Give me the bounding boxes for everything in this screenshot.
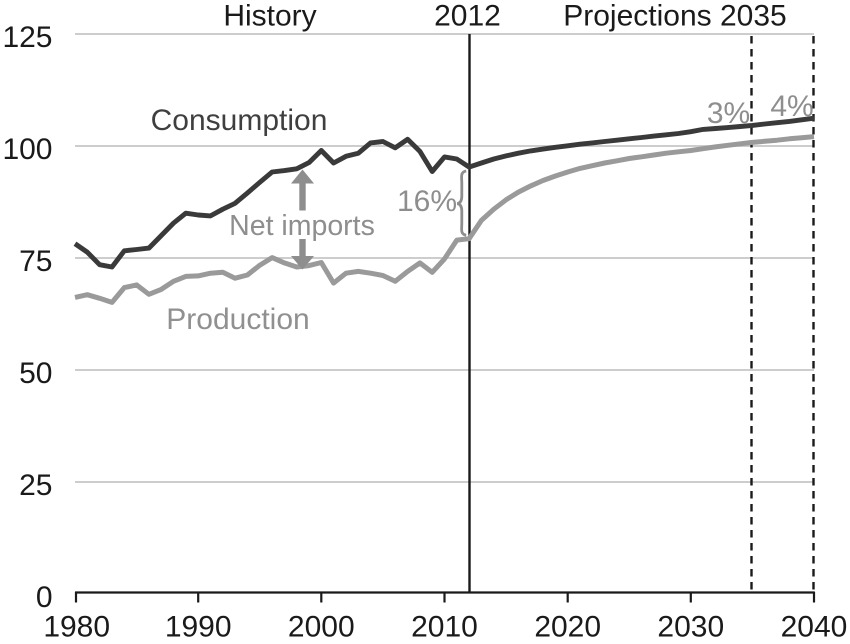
svg-text:25: 25 <box>19 469 52 502</box>
svg-text:Net imports: Net imports <box>229 210 375 242</box>
svg-text:0: 0 <box>36 581 53 614</box>
svg-text:2012: 2012 <box>434 0 501 33</box>
svg-text:1980: 1980 <box>43 611 110 644</box>
svg-text:2000: 2000 <box>288 611 355 644</box>
svg-text:75: 75 <box>19 245 52 278</box>
svg-text:50: 50 <box>19 357 52 390</box>
svg-text:Projections 2035: Projections 2035 <box>563 0 786 33</box>
svg-text:History: History <box>223 0 316 33</box>
svg-text:2040: 2040 <box>781 611 848 644</box>
svg-text:2030: 2030 <box>657 611 724 644</box>
svg-text:4%: 4% <box>770 90 813 123</box>
svg-text:2020: 2020 <box>534 611 601 644</box>
svg-text:3%: 3% <box>707 97 750 130</box>
svg-text:Production: Production <box>166 303 309 336</box>
svg-text:100: 100 <box>2 133 52 166</box>
svg-text:16%: 16% <box>397 185 457 218</box>
svg-text:1990: 1990 <box>165 611 232 644</box>
svg-text:2010: 2010 <box>411 611 478 644</box>
svg-text:125: 125 <box>2 21 52 54</box>
svg-text:Consumption: Consumption <box>151 104 328 137</box>
